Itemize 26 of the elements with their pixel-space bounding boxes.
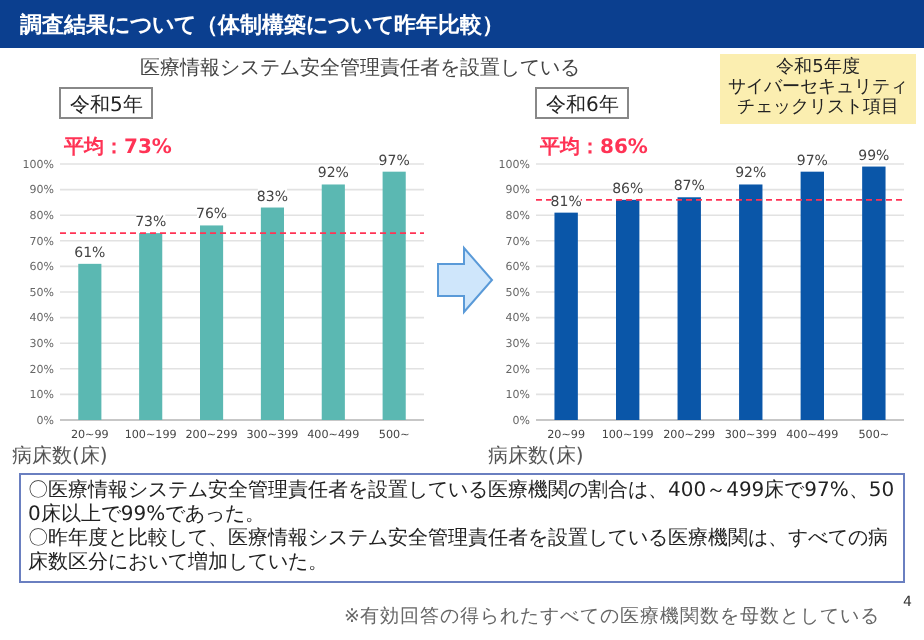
bar [382,171,406,420]
x-axis-title: 病床数(床) [488,444,584,468]
text: チェックリスト項目 [737,98,899,118]
text: ※有効回答の得られたすべての医療機関数を母数としている [344,604,880,628]
bar [800,171,824,420]
bar [139,233,163,420]
ref-line-label: 平均：73% [62,135,172,159]
text: 令和5年度 [776,56,860,78]
text: 調査結果について（体制構築について昨年比較） [20,12,504,38]
x-axis-title: 病床数(床) [12,444,108,468]
bar [677,197,701,420]
bar [78,263,102,420]
bar [739,184,763,420]
ref-line-label: 平均：86% [538,135,648,159]
chart-title: 令和5年 [70,93,143,117]
chart-subtitle: 医療情報システム安全管理責任者を設置している [140,56,580,80]
bar [321,184,345,420]
bar [862,166,886,420]
bar [616,199,640,420]
chart-title: 令和6年 [546,93,619,117]
text: 〇医療情報システム安全管理責任者を設置している医療機関の割合は、400～499床で97%、500床以上で99%であった。 [28,478,895,526]
text: サイバーセキュリティ [728,78,908,98]
bar [260,207,284,420]
text: 〇昨年度と比較して、医療情報システム安全管理責任者を設置している医療機関は、すべての病床数区分において増加していた。 [28,526,888,574]
bar [200,225,224,420]
bar [554,212,578,420]
